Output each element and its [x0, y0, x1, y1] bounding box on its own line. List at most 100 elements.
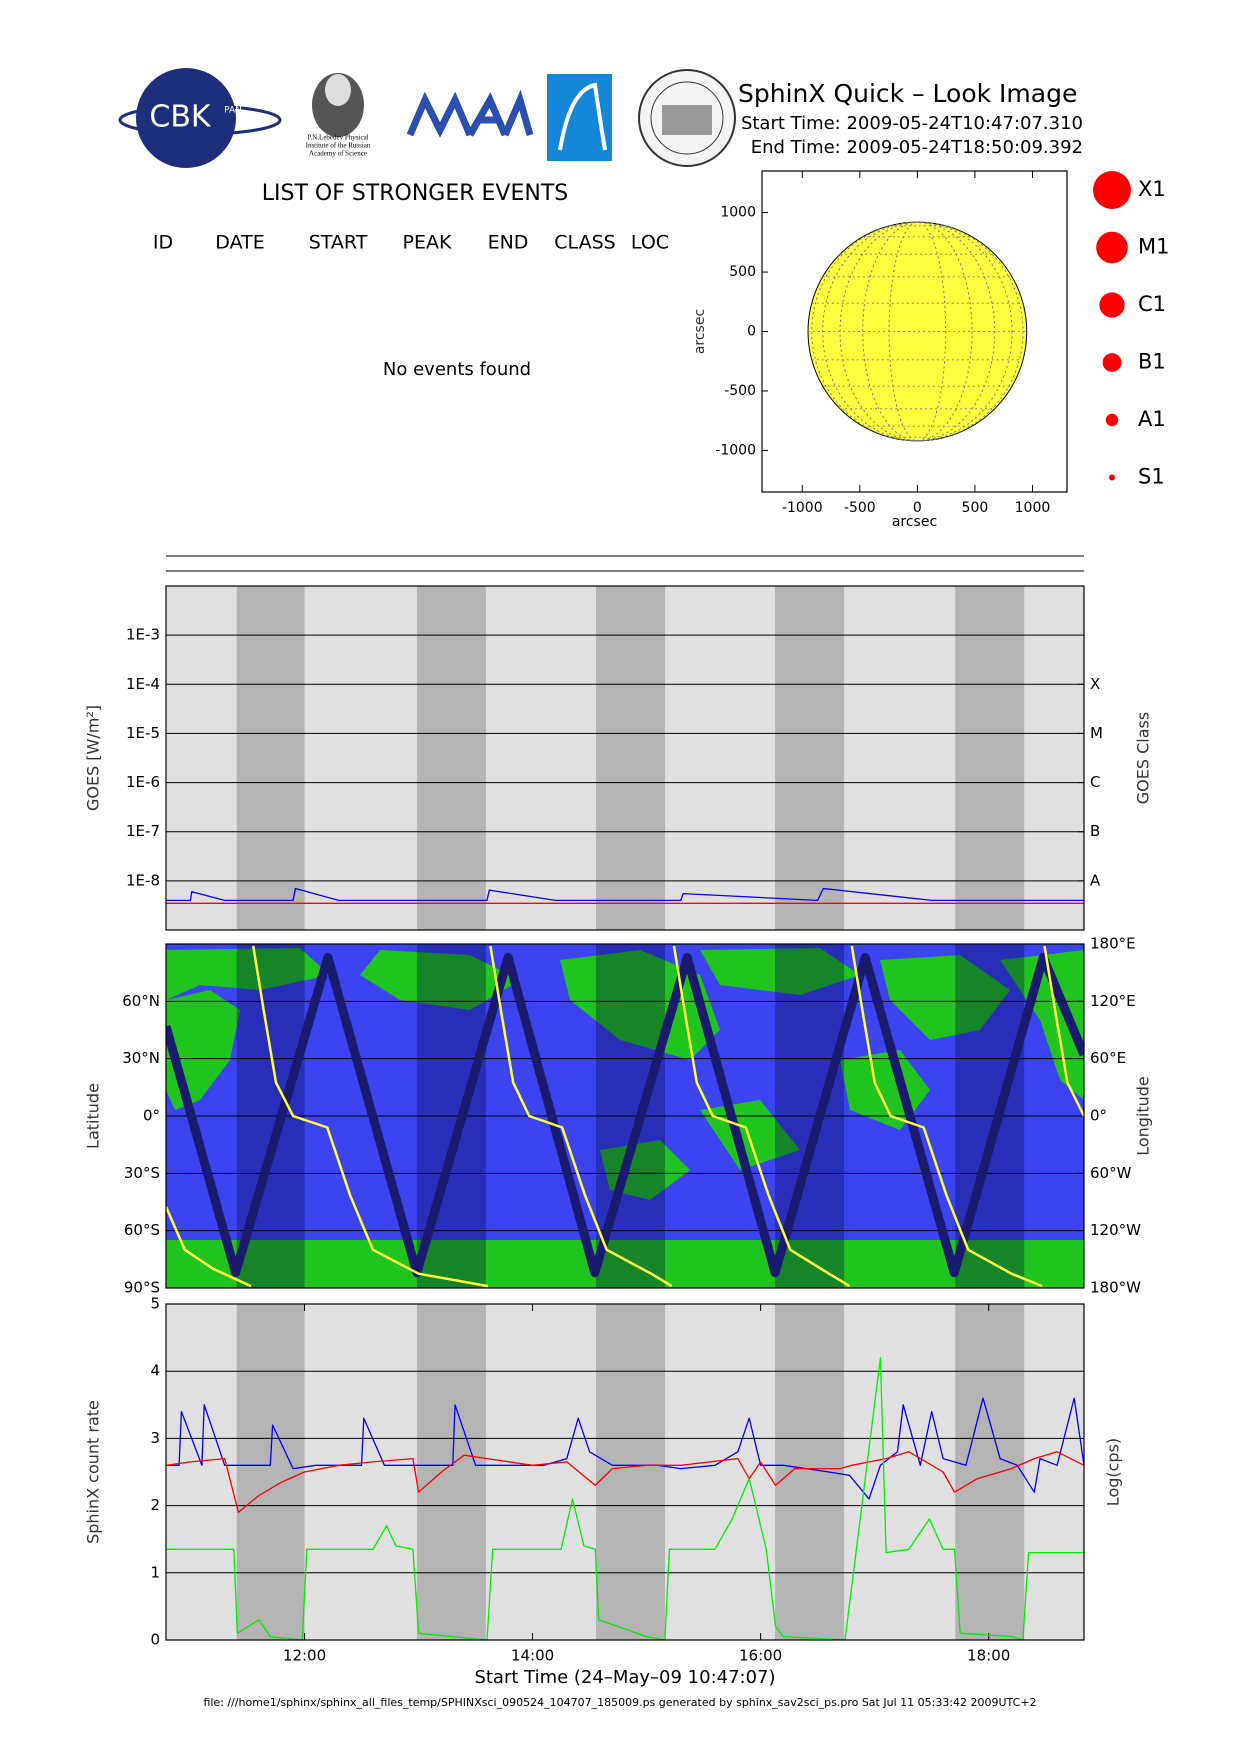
foreground: -1000 -500 0 500 1000 -1000 -500 0 500 1000 arcsec…: [84, 170, 1169, 1688]
legend-marker: [1109, 474, 1115, 481]
y2-tick-label: 0°: [1090, 1107, 1107, 1125]
legend-label: C1: [1138, 292, 1166, 316]
disk-meridian: [811, 221, 1024, 442]
lebedev-line: P.N.Lebedev Physical: [307, 134, 368, 142]
eclipse-band: [955, 586, 1025, 930]
eclipse-band: [775, 586, 845, 930]
data-line: [166, 1451, 1085, 1513]
eclipse-band: [416, 1304, 486, 1640]
y-tick-label: 2: [150, 1496, 160, 1514]
events-column: DATE: [215, 232, 264, 254]
portrait-face: [325, 74, 351, 106]
y-tick-label: 1E-6: [126, 773, 160, 791]
legend-marker: [1096, 231, 1128, 264]
eclipse-band: [416, 586, 486, 930]
seal-building: [662, 105, 712, 135]
y2-tick-label: 120°W: [1090, 1221, 1141, 1239]
y2-tick-label: A: [1090, 871, 1101, 889]
y-tick-label: 0: [747, 324, 756, 340]
legend-marker: [1093, 171, 1131, 209]
y-tick-label: 60°N: [122, 992, 160, 1010]
cbk-orbit: [118, 104, 282, 136]
x-tick-label: 1000: [1015, 500, 1051, 516]
legend-label: M1: [1138, 235, 1169, 259]
map-region: [360, 950, 520, 1010]
cbk-sub: PAN: [224, 106, 242, 116]
y-tick-label: 1E-7: [126, 822, 160, 840]
map-region: [166, 1240, 1084, 1288]
x-axis-label: arcsec: [892, 514, 937, 530]
data-line: [166, 952, 1084, 1278]
disk-meridian: [888, 221, 947, 442]
series-group: [166, 1357, 1085, 1641]
institute-logo: [547, 74, 612, 161]
y2-axis-label: Log(cps): [1104, 1438, 1123, 1506]
y-tick-label: 1: [150, 1563, 160, 1581]
y2-tick-label: 60°E: [1090, 1049, 1126, 1067]
legend-marker: [1099, 292, 1125, 318]
series-group: [166, 945, 1084, 1288]
data-line: [166, 1397, 1085, 1500]
legend-label: X1: [1138, 177, 1166, 201]
y2-axis-label: Longitude: [1134, 1076, 1153, 1156]
eclipse-band: [595, 586, 665, 930]
x-tick-label: 0: [913, 500, 922, 516]
plot-frame: [165, 585, 1085, 931]
y-axis-label: GOES [W/m²]: [84, 705, 103, 811]
eclipse-band: [595, 1304, 665, 1640]
y-axis-label: SphinX count rate: [84, 1400, 103, 1544]
title: SphinX Quick – Look Image: [738, 79, 1077, 108]
map-region: [166, 948, 330, 1000]
seal-ring: [650, 81, 724, 155]
y2-tick-label: 120°E: [1090, 992, 1136, 1010]
x-tick-label: 18:00: [967, 1647, 1010, 1665]
y-tick-label: -500: [724, 383, 756, 399]
plot-frame: [165, 943, 1085, 1289]
footer: file: ///home1/sphinx/sphinx_all_files_t…: [203, 1696, 1036, 1709]
y-tick-label: 4: [150, 1362, 160, 1380]
y-tick-label: 60°S: [124, 1221, 160, 1239]
y2-tick-label: B: [1090, 822, 1100, 840]
eclipse-band: [236, 1304, 305, 1640]
legend-marker: [1102, 353, 1122, 372]
y2-tick-label: 180°E: [1090, 935, 1136, 953]
x-tick-label: 500: [962, 500, 989, 516]
y-tick-label: 1E-8: [126, 871, 160, 889]
legend-label: B1: [1138, 350, 1166, 374]
lebedev-line: Academy of Science: [309, 150, 367, 158]
x-tick-label: 12:00: [283, 1647, 326, 1665]
map-region: [880, 955, 1010, 1040]
disk-meridian: [839, 221, 996, 442]
series-group: [166, 887, 1084, 904]
y-tick-label: 0°: [143, 1107, 160, 1125]
mian-logo: [406, 89, 534, 138]
y2-tick-label: M: [1090, 724, 1103, 742]
cbk-text: CBK: [149, 100, 212, 135]
y2-tick-label: X: [1090, 675, 1100, 693]
eclipse-band: [236, 586, 305, 930]
y-tick-label: 500: [729, 264, 756, 280]
map-region: [700, 948, 860, 995]
y-axis-label: arcsec: [692, 309, 708, 354]
events-column: PEAK: [403, 232, 452, 254]
data-line: [166, 1357, 1084, 1641]
data-line: [166, 887, 1084, 902]
y-tick-label: 1E-4: [126, 675, 160, 693]
legend-label: A1: [1138, 407, 1166, 431]
x-tick-label: 16:00: [739, 1647, 782, 1665]
y-tick-label: 30°S: [124, 1164, 160, 1182]
start-time: Start Time: 2009-05-24T10:47:07.310: [741, 113, 1083, 134]
events-column: LOC: [631, 232, 669, 254]
world-map: [166, 948, 1084, 1288]
y-axis-label: Latitude: [84, 1083, 103, 1149]
y-tick-label: 30°N: [122, 1049, 160, 1067]
plot-frame: [165, 1303, 1085, 1641]
lebedev-line: Institute of the Russian: [306, 142, 371, 150]
y-tick-label: 1E-5: [126, 724, 160, 742]
x-tick-label: 14:00: [511, 1647, 554, 1665]
y-tick-label: 3: [150, 1429, 160, 1447]
legend-marker: [1105, 413, 1119, 427]
data-line: [166, 945, 1084, 1288]
